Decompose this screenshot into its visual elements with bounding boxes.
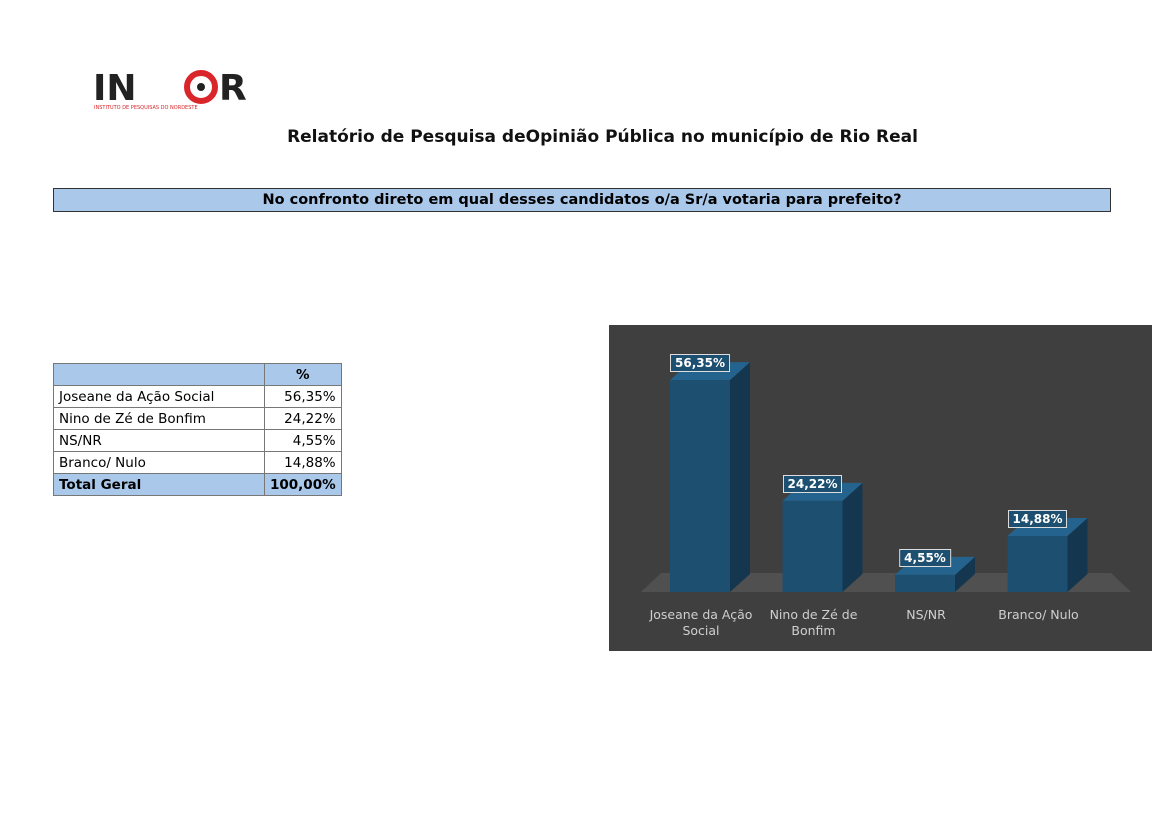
row: Joseane da Ação Social 56,35%: [53, 385, 342, 408]
value-label: 4,55%: [899, 548, 951, 567]
logo-graphic: IN R INSTITUTO DE PESQUISAS DO NORDESTE: [93, 68, 247, 111]
header-cell: [53, 363, 265, 386]
chart-canvas: [641, 362, 1131, 592]
value-label: 24,22%: [782, 474, 843, 493]
category-label: Joseane da Ação Social: [649, 607, 753, 638]
row-label: Nino de Zé de Bonfim: [53, 407, 265, 430]
title: Relatório de Pesquisa deOpinião Pública …: [287, 127, 918, 147]
row-value: 56,35%: [264, 385, 342, 408]
logo-tagline: INSTITUTO DE PESQUISAS DO NORDESTE: [94, 105, 198, 111]
bar-front: [782, 500, 843, 592]
total-value: 100,00%: [264, 473, 342, 496]
total-row: Total Geral 100,00%: [53, 473, 342, 496]
row: Nino de Zé de Bonfim 24,22%: [53, 407, 342, 430]
row: Branco/ Nulo 14,88%: [53, 451, 342, 474]
bar: [1007, 518, 1088, 592]
category-label: NS/NR: [906, 607, 946, 622]
row-label: Joseane da Ação Social: [53, 385, 265, 408]
bar-front: [895, 574, 955, 592]
chart: 56,35% Joseane da Ação Social 24,22% Nino d…: [609, 325, 1152, 651]
value-label: 56,35%: [670, 354, 730, 373]
total-label: Total Geral: [53, 473, 265, 496]
bar-side: [955, 556, 975, 592]
bar-side: [730, 362, 750, 592]
header-cell: %: [264, 363, 342, 386]
bar-side: [1067, 518, 1088, 592]
row-value: 24,22%: [264, 407, 342, 430]
row-value: 14,88%: [264, 451, 342, 474]
logo: IN R INSTITUTO DE PESQUISAS DO NORDESTE: [93, 68, 263, 112]
bar-front: [670, 380, 730, 592]
value-label: 14,88%: [1007, 510, 1068, 529]
row-label: NS/NR: [53, 429, 265, 452]
row-value: 4,55%: [264, 429, 342, 452]
bar-front: [1007, 536, 1068, 592]
logo-right: R: [219, 68, 247, 109]
bar-side: [842, 482, 863, 592]
row: NS/NR 4,55%: [53, 429, 342, 452]
logo-dot: [197, 83, 205, 91]
results-table: % Joseane da Ação Social 56,35% Nino de Zé …: [53, 363, 342, 496]
category-label: Nino de Zé de Bonfim: [769, 607, 858, 638]
row-label: Branco/ Nulo: [53, 451, 265, 474]
question: No confronto direto em qual desses candi…: [53, 188, 1111, 212]
category-label: Branco/ Nulo: [998, 607, 1079, 622]
bar: [670, 362, 750, 592]
header-row: %: [53, 363, 342, 386]
logo-left: IN: [93, 68, 137, 109]
logo-target: [184, 70, 218, 104]
bar: [782, 482, 863, 592]
